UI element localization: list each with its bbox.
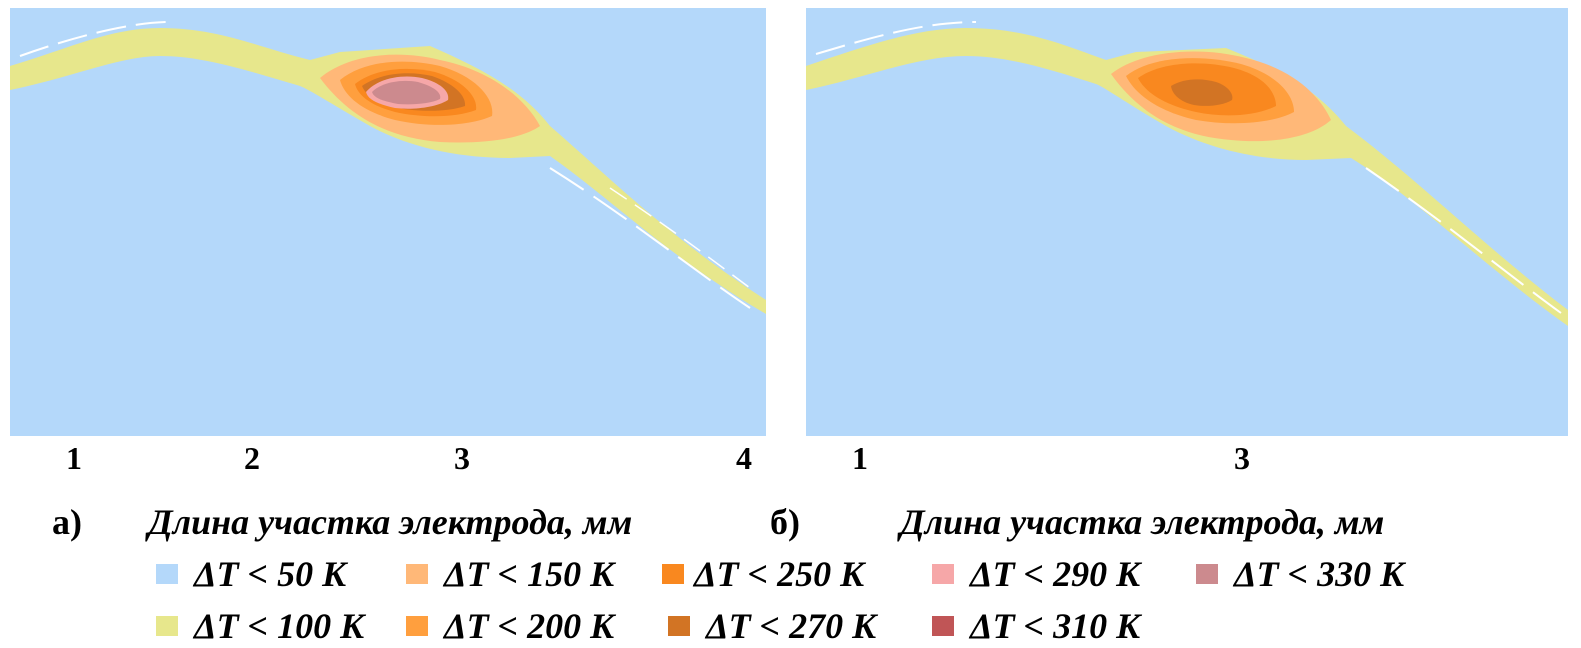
legend-swatch-lt50 xyxy=(156,564,178,584)
legend-swatch-lt100 xyxy=(156,616,178,636)
legend-swatch-lt270 xyxy=(668,616,690,636)
panel-b-label: б) xyxy=(770,502,800,542)
legend-label-lt50: ΔT < 50 K xyxy=(194,554,347,594)
tick-a-2: 2 xyxy=(244,440,260,476)
thin-white-line-b2 xyxy=(1365,167,1562,314)
tick-a-1: 1 xyxy=(66,440,82,476)
region-lt330-a xyxy=(372,80,441,105)
legend-swatch-lt150 xyxy=(406,564,428,584)
panel-a-axis-label: Длина участка электрода, мм xyxy=(148,502,633,542)
temperature-map-a xyxy=(10,8,766,436)
contour-plot-b xyxy=(806,8,1568,436)
legend-label-lt310: ΔT < 310 K xyxy=(970,606,1141,646)
region-lt270-b xyxy=(1171,79,1233,106)
legend-swatch-lt200 xyxy=(406,616,428,636)
thin-white-line-a3 xyxy=(609,187,751,289)
legend-swatch-lt250 xyxy=(662,564,684,584)
legend-label-lt270: ΔT < 270 K xyxy=(706,606,877,646)
tick-a-4: 4 xyxy=(736,440,752,476)
tick-a-3: 3 xyxy=(454,440,470,476)
thin-white-line-b1 xyxy=(815,21,977,55)
legend-label-lt290: ΔT < 290 K xyxy=(970,554,1141,594)
thin-white-line-a1 xyxy=(19,21,171,57)
legend-label-lt250: ΔT < 250 K xyxy=(694,554,865,594)
tick-b-1: 1 xyxy=(852,440,868,476)
panel-b-axis-label: Длина участка электрода, мм xyxy=(900,502,1385,542)
legend-label-lt100: ΔT < 100 K xyxy=(194,606,365,646)
legend-swatch-lt330 xyxy=(1196,564,1218,584)
legend-label-lt200: ΔT < 200 K xyxy=(444,606,615,646)
legend-label-lt330: ΔT < 330 K xyxy=(1234,554,1405,594)
legend-swatch-lt290 xyxy=(932,564,954,584)
legend-label-lt150: ΔT < 150 K xyxy=(444,554,615,594)
tick-b-3: 3 xyxy=(1234,440,1250,476)
temperature-map-b xyxy=(806,8,1568,436)
legend-swatch-lt310 xyxy=(932,616,954,636)
thin-white-line-a2 xyxy=(549,167,751,309)
panel-a-label: а) xyxy=(52,502,82,542)
contour-plot-a xyxy=(10,8,766,436)
